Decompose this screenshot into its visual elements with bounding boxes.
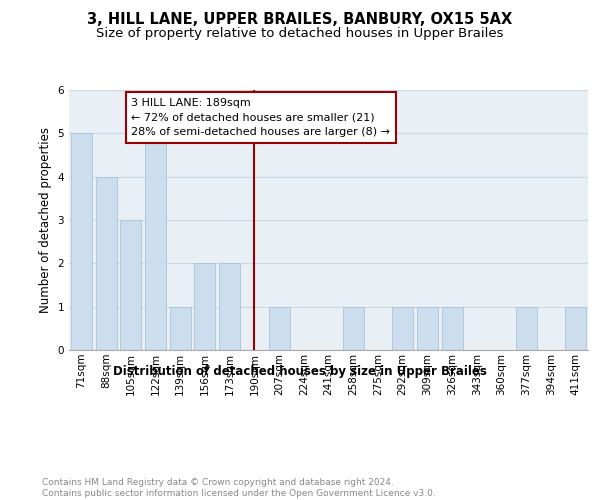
Bar bbox=[170, 306, 191, 350]
Text: Contains HM Land Registry data © Crown copyright and database right 2024.
Contai: Contains HM Land Registry data © Crown c… bbox=[42, 478, 436, 498]
Bar bbox=[516, 306, 537, 350]
Bar bbox=[219, 264, 240, 350]
Text: Size of property relative to detached houses in Upper Brailes: Size of property relative to detached ho… bbox=[96, 28, 504, 40]
Bar bbox=[95, 176, 116, 350]
Bar bbox=[71, 134, 92, 350]
Bar bbox=[392, 306, 413, 350]
Bar bbox=[417, 306, 438, 350]
Bar bbox=[120, 220, 141, 350]
Text: 3 HILL LANE: 189sqm
← 72% of detached houses are smaller (21)
28% of semi-detach: 3 HILL LANE: 189sqm ← 72% of detached ho… bbox=[131, 98, 390, 138]
Bar bbox=[565, 306, 586, 350]
Text: 3, HILL LANE, UPPER BRAILES, BANBURY, OX15 5AX: 3, HILL LANE, UPPER BRAILES, BANBURY, OX… bbox=[88, 12, 512, 28]
Bar bbox=[343, 306, 364, 350]
Text: Distribution of detached houses by size in Upper Brailes: Distribution of detached houses by size … bbox=[113, 365, 487, 378]
Y-axis label: Number of detached properties: Number of detached properties bbox=[39, 127, 52, 313]
Bar bbox=[194, 264, 215, 350]
Bar bbox=[145, 134, 166, 350]
Bar bbox=[442, 306, 463, 350]
Bar bbox=[269, 306, 290, 350]
